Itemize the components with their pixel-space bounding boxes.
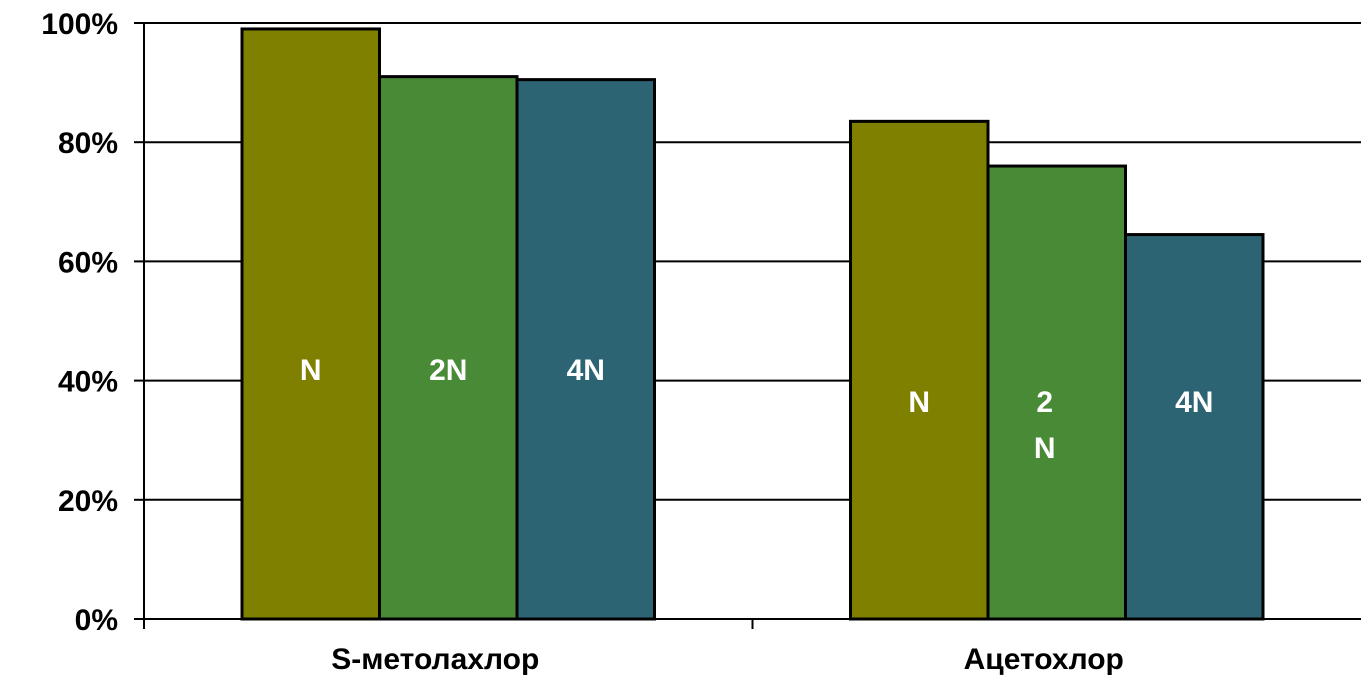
y-tick-labels: 0% 20% 40% 60% 80% 100%: [41, 8, 118, 637]
category-labels: S-метолахлор Ацетохлор: [331, 643, 1124, 676]
y-tick-label-0: 0%: [75, 604, 118, 637]
bar-label-cat1-series1-line1: N: [1034, 432, 1056, 465]
y-tick-label-100: 100%: [41, 8, 118, 41]
bar-cat0-series0: [240, 27, 381, 621]
bar-cat1-series0: [849, 119, 990, 621]
bar-cat1-series2: [1124, 233, 1265, 621]
category-label-1: Ацетохлор: [964, 643, 1124, 676]
bar-label-cat0-series1: 2N: [429, 354, 467, 387]
bar-label-cat1-series0: N: [908, 386, 930, 419]
axes: [134, 22, 1361, 629]
category-label-0: S-метолахлор: [331, 643, 539, 676]
y-tick-label-40: 40%: [58, 366, 118, 399]
bar-cat1-series1: [986, 164, 1127, 621]
bar-label-cat0-series0: N: [300, 354, 322, 387]
y-tick-label-80: 80%: [58, 127, 118, 160]
bars: [240, 27, 1265, 621]
bar-label-cat1-series2: 4N: [1175, 386, 1213, 419]
bar-label-cat0-series2: 4N: [567, 354, 605, 387]
bar-label-cat1-series1-line0: 2: [1036, 386, 1053, 419]
y-tick-label-20: 20%: [58, 485, 118, 518]
bar-cat0-series2: [515, 78, 656, 621]
bar-cat0-series1: [378, 75, 519, 621]
y-tick-label-60: 60%: [58, 246, 118, 279]
